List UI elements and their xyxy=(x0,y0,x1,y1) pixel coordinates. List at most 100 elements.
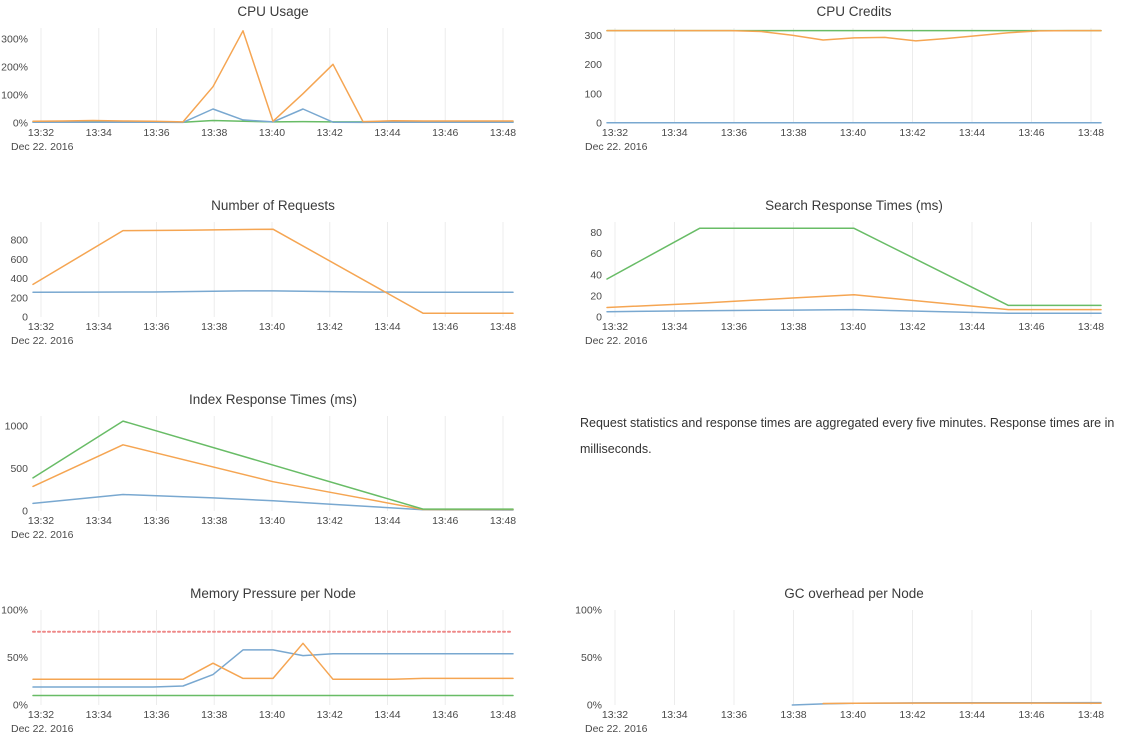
x-tick-label: 13:34 xyxy=(661,127,687,139)
y-tick-label: 100% xyxy=(1,90,28,102)
x-tick-label: 13:48 xyxy=(490,127,516,139)
series-blue-line xyxy=(32,649,514,688)
chart-title-memory-pressure: Memory Pressure per Node xyxy=(190,586,356,601)
x-tick-label: 13:38 xyxy=(201,515,227,527)
cpu-usage-plot[interactable]: 13:32 13:34 13:36 13:38 13:40 13:42 13:44 13:46… xyxy=(0,0,565,159)
y-tick-label: 300 xyxy=(584,30,602,42)
x-tick-label: 13:44 xyxy=(959,127,985,139)
search-response-times-plot[interactable]: 13:32 13:34 13:36 13:38 13:40 13:42 13:44 13:46… xyxy=(565,194,1131,353)
x-tick-label: 13:40 xyxy=(840,709,866,721)
number-of-requests-plot[interactable]: 13:32 13:34 13:36 13:38 13:40 13:42 13:44 13:46… xyxy=(0,194,565,353)
x-axis-date-label: Dec 22. 2016 xyxy=(11,141,74,153)
y-tick-label: 0 xyxy=(22,312,28,324)
series-blue-line xyxy=(32,493,514,511)
x-tick-label: 13:32 xyxy=(28,321,54,333)
memory-pressure-plot[interactable]: 13:32 13:34 13:36 13:38 13:40 13:42 13:44 13:46… xyxy=(0,582,565,741)
x-tick-label: 13:38 xyxy=(780,321,806,333)
x-axis-date-label: Dec 22. 2016 xyxy=(11,723,74,735)
chart-cell-memory-pressure: Memory Pressure per Node 13:32 13:34 13:36… xyxy=(0,582,565,741)
y-tick-label: 50% xyxy=(7,652,28,664)
series-orange-line xyxy=(32,228,514,314)
x-tick-label: 13:34 xyxy=(86,321,112,333)
x-axis-date-label: Dec 22. 2016 xyxy=(11,529,74,541)
y-tick-label: 80 xyxy=(590,227,602,239)
x-axis-date-label: Dec 22. 2016 xyxy=(585,335,648,347)
series-green-line xyxy=(32,420,514,510)
x-tick-label: 13:48 xyxy=(1078,709,1104,721)
series-blue-line xyxy=(32,290,514,294)
y-tick-label: 100% xyxy=(575,605,602,617)
chart-title-search-response-times: Search Response Times (ms) xyxy=(765,198,943,213)
y-tick-label: 0 xyxy=(596,118,602,130)
x-axis-date-label: Dec 22. 2016 xyxy=(585,723,648,735)
y-tick-label: 200% xyxy=(1,62,28,74)
y-tick-label: 0 xyxy=(22,506,28,518)
x-tick-label: 13:32 xyxy=(28,515,54,527)
x-tick-label: 13:36 xyxy=(721,321,747,333)
y-tick-label: 200 xyxy=(584,59,602,71)
x-tick-label: 13:44 xyxy=(959,709,985,721)
x-tick-label: 13:38 xyxy=(201,127,227,139)
chart-title-cpu-usage: CPU Usage xyxy=(237,4,309,19)
x-tick-label: 13:46 xyxy=(1018,321,1044,333)
series-orange-line xyxy=(32,642,514,681)
series-green-line xyxy=(606,227,1102,307)
y-tick-label: 40 xyxy=(590,269,602,281)
y-tick-label: 50% xyxy=(581,652,602,664)
x-axis-date-label: Dec 22. 2016 xyxy=(585,141,648,153)
x-tick-label: 13:42 xyxy=(317,321,343,333)
chart-cell-index-response-times: Index Response Times (ms) 13:32 13:34 13:3… xyxy=(0,388,565,547)
index-response-times-plot[interactable]: 13:32 13:34 13:36 13:38 13:40 13:42 13:44 13:46… xyxy=(0,388,565,547)
cpu-credits-plot[interactable]: 13:32 13:34 13:36 13:38 13:40 13:42 13:44 13:46… xyxy=(565,0,1131,159)
x-tick-label: 13:48 xyxy=(1078,127,1104,139)
series-orange-line xyxy=(32,30,514,123)
x-tick-label: 13:44 xyxy=(374,321,400,333)
x-tick-label: 13:38 xyxy=(201,321,227,333)
series-orange-line xyxy=(606,29,1102,42)
x-tick-label: 13:36 xyxy=(721,127,747,139)
y-tick-label: 0% xyxy=(13,118,28,130)
x-tick-label: 13:36 xyxy=(143,709,169,721)
y-tick-label: 300% xyxy=(1,34,28,46)
x-tick-label: 13:46 xyxy=(432,321,458,333)
x-tick-label: 13:44 xyxy=(374,127,400,139)
x-tick-label: 13:48 xyxy=(490,515,516,527)
x-tick-label: 13:32 xyxy=(602,709,628,721)
x-tick-label: 13:46 xyxy=(432,127,458,139)
y-tick-label: 800 xyxy=(10,235,28,247)
x-tick-label: 13:34 xyxy=(661,321,687,333)
chart-title-number-of-requests: Number of Requests xyxy=(211,198,335,213)
x-tick-label: 13:40 xyxy=(259,321,285,333)
y-tick-label: 20 xyxy=(590,290,602,302)
x-tick-label: 13:36 xyxy=(721,709,747,721)
x-tick-label: 13:36 xyxy=(143,127,169,139)
chart-title-cpu-credits: CPU Credits xyxy=(816,4,892,19)
chart-title-gc-overhead: GC overhead per Node xyxy=(784,586,924,601)
chart-cell-cpu-credits: CPU Credits 13:32 13:34 13:36 13:38 13:40 13:… xyxy=(565,0,1131,159)
x-tick-label: 13:40 xyxy=(259,515,285,527)
chart-cell-cpu-usage: CPU Usage 13:32 13:34 13:36 13:38 13:40 13:42… xyxy=(0,0,565,159)
x-tick-label: 13:48 xyxy=(490,321,516,333)
x-tick-label: 13:46 xyxy=(1018,709,1044,721)
gc-overhead-plot[interactable]: 13:32 13:34 13:36 13:38 13:40 13:42 13:44 13:46… xyxy=(565,582,1131,741)
x-tick-label: 13:32 xyxy=(28,127,54,139)
y-tick-label: 0 xyxy=(596,312,602,324)
chart-cell-number-of-requests: Number of Requests 13:32 13:34 13:36 13:38 1… xyxy=(0,194,565,353)
y-tick-label: 0% xyxy=(587,700,602,712)
y-tick-label: 600 xyxy=(10,254,28,266)
x-tick-label: 13:32 xyxy=(602,127,628,139)
y-tick-label: 100 xyxy=(584,88,602,100)
x-tick-label: 13:48 xyxy=(1078,321,1104,333)
x-tick-label: 13:44 xyxy=(374,709,400,721)
y-tick-label: 100% xyxy=(1,605,28,617)
x-tick-label: 13:44 xyxy=(959,321,985,333)
x-tick-label: 13:40 xyxy=(259,709,285,721)
y-tick-label: 60 xyxy=(590,248,602,260)
x-tick-label: 13:34 xyxy=(661,709,687,721)
chart-title-index-response-times: Index Response Times (ms) xyxy=(188,392,358,407)
x-tick-label: 13:42 xyxy=(317,515,343,527)
x-tick-label: 13:36 xyxy=(143,515,169,527)
x-tick-label: 13:46 xyxy=(1018,127,1044,139)
chart-cell-gc-overhead: GC overhead per Node 13:32 13:34 13:36 13:3… xyxy=(565,582,1131,741)
